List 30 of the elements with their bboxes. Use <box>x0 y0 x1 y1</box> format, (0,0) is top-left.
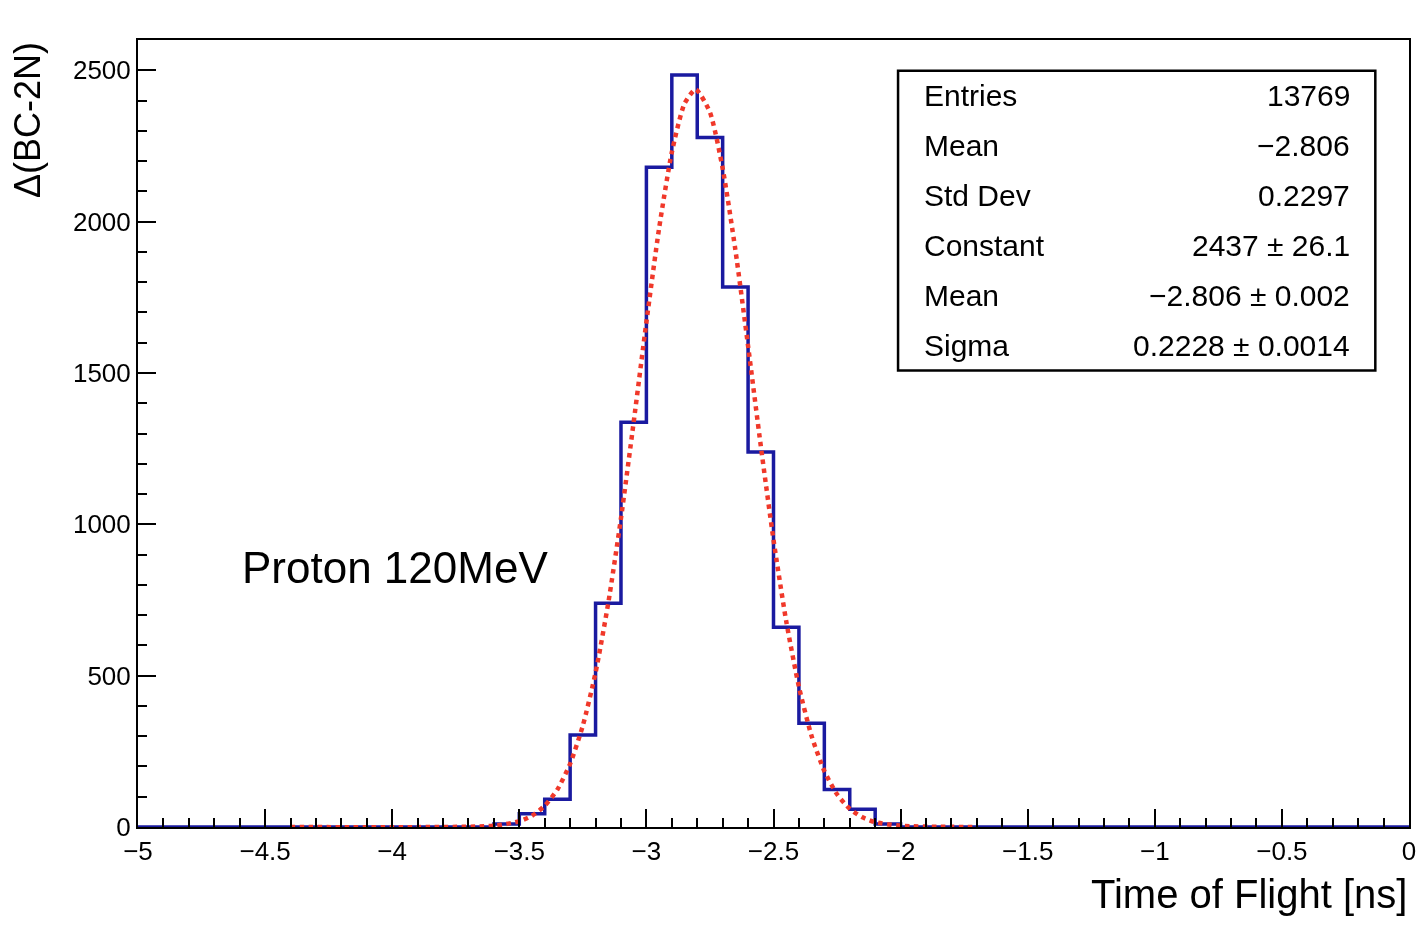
y-axis-title: Δ(BC-2N) <box>7 42 49 199</box>
x-tick-label: 0 <box>1401 836 1417 867</box>
annotation: 0.2228 ± 0.0014 <box>1133 329 1350 362</box>
x-tick-label: −1.5 <box>1002 836 1054 867</box>
x-tick-label: −4 <box>377 836 408 867</box>
annotation: −2.806 ± 0.002 <box>1149 279 1350 312</box>
y-tick-label: 2000 <box>72 206 131 237</box>
x-tick-label: −3.5 <box>493 836 545 867</box>
x-tick-label: −2.5 <box>747 836 800 867</box>
y-tick-label: 1000 <box>72 509 131 540</box>
y-tick-label: 500 <box>87 660 131 691</box>
x-tick-label: −3 <box>631 836 662 867</box>
annotation: 0.2297 <box>1258 179 1350 212</box>
x-tick-label: −1 <box>1139 836 1170 867</box>
annotation: −2.806 <box>1257 129 1350 162</box>
annotation: 13769 <box>1267 79 1351 112</box>
annotation: Std Dev <box>924 179 1031 212</box>
annotation: Proton 120MeV <box>242 543 549 592</box>
x-tick-label: −4.5 <box>239 836 291 867</box>
x-tick-label: −2 <box>885 836 916 867</box>
x-axis-title: Time of Flight [ns] <box>1091 872 1408 916</box>
annotation: Mean <box>924 279 1000 312</box>
annotation: 2437 ± 26.1 <box>1192 229 1351 262</box>
annotation: Sigma <box>924 329 1010 362</box>
y-tick-label: 2500 <box>72 55 131 86</box>
x-tick-label: −0.5 <box>1256 836 1308 867</box>
annotation: Mean <box>924 129 1000 162</box>
annotation: Constant <box>924 229 1045 262</box>
annotation: Entries <box>924 79 1018 112</box>
y-tick-label: 1500 <box>72 358 131 389</box>
